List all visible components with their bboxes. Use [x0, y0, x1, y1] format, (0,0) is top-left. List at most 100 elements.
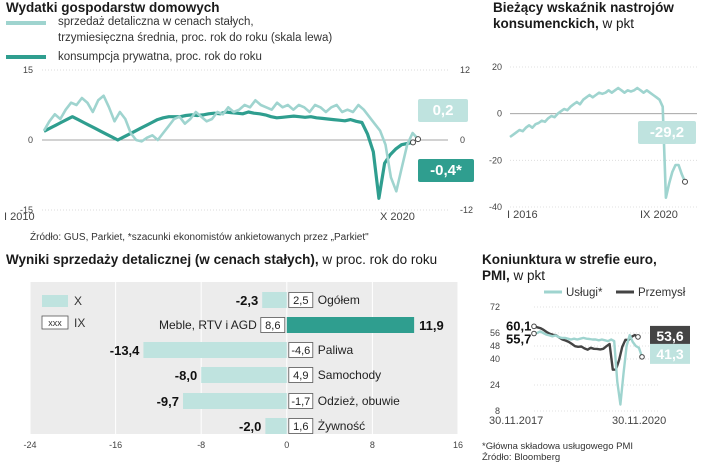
- panel4-title-line2: PMI, w pkt: [482, 268, 545, 284]
- p3-x-value: 11,9: [419, 318, 444, 333]
- p4-services-callout: [650, 343, 690, 364]
- p3-x-value: -8,0: [175, 368, 197, 383]
- p3-legend-x-swatch: [42, 295, 68, 307]
- panel3-title-normal: w proc. rok do roku: [318, 252, 438, 267]
- p4-y-tick: 56: [490, 328, 500, 338]
- legend-light-swatch: [6, 21, 46, 25]
- p4-services-start-label: 55,7: [506, 331, 531, 346]
- p4-industry-start-marker: [531, 323, 537, 330]
- p3-ix-value: 8,6: [265, 320, 280, 332]
- p4-footnote: *Główna składowa usługowego PMI: [482, 441, 634, 452]
- p4-industry-end-marker: [635, 334, 641, 340]
- p3-category: Ogółem: [318, 293, 360, 307]
- p4-x-start: 30.11.2017: [489, 415, 544, 427]
- p3-x-tick: 8: [370, 440, 375, 450]
- p2-y-tick: -20: [489, 155, 502, 165]
- p3-x-tick: 0: [284, 440, 289, 450]
- p3-bar: [143, 342, 287, 358]
- panel3-title-bold: Wyniki sprzedaży detalicznej (w cenach s…: [6, 252, 319, 267]
- panel2-title-line1: Bieżący wskaźnik nastrojów: [493, 0, 674, 15]
- p4-legend-industry: Przemysł: [638, 287, 686, 299]
- p1-left-tick: 15: [23, 65, 33, 75]
- p1-left-tick: -15: [20, 205, 33, 215]
- p4-industry-start-label: 60,1: [506, 318, 531, 333]
- p3-legend-ix-label: IX: [74, 316, 85, 330]
- p1-retail-end-marker: [415, 136, 421, 143]
- p3-x-value: -9,7: [157, 394, 179, 409]
- p3-x-tick: -16: [109, 440, 122, 450]
- p4-source: Źródło: Bloomberg: [482, 452, 561, 463]
- p3-bar: [286, 317, 415, 333]
- panel2-title-normal: w pkt: [598, 16, 635, 31]
- p3-category: Paliwa: [318, 343, 354, 357]
- panel4-title-line1: Koniunktura w strefie euro,: [482, 252, 657, 267]
- p2-x-start: I 2016: [507, 209, 538, 221]
- p3-legend-ix-box-label: xxx: [48, 318, 62, 328]
- panel1-title: Wydatki gospodarstw domowych: [6, 0, 220, 15]
- p3-ix-value: 1,6: [293, 421, 308, 433]
- p3-bar: [201, 367, 287, 383]
- p3-x-value: -2,3: [236, 293, 258, 308]
- p2-tick-labels: 20 0 -20 -40: [489, 62, 502, 212]
- p3-labels: 2,5 -2,3 Ogółem 8,6 11,9 Meble, RTV i AGD -4,6…: [110, 293, 444, 434]
- p4-y-tick: 40: [490, 354, 500, 364]
- legend-dark-label: konsumpcja prywatna, proc. rok do roku: [58, 51, 262, 63]
- p1-consumption-line: [43, 110, 414, 200]
- legend-light-line2: trzymiesięczna średnia, proc. rok do rok…: [58, 32, 333, 44]
- p3-ix-box: [288, 393, 314, 409]
- p2-gridlines: [510, 66, 697, 208]
- panel3-title: Wyniki sprzedaży detalicznej (w cenach s…: [6, 252, 437, 268]
- p4-lines: [531, 323, 645, 406]
- consumer-confidence-chart: 20 0 -20 -40: [489, 62, 697, 212]
- p4-services-end-label: 41,3: [656, 346, 683, 362]
- p4-y-tick: 48: [490, 341, 500, 351]
- p2-y-tick: 0: [497, 109, 502, 119]
- callout-consumption-value: -0,4*: [418, 159, 474, 182]
- pmi-chart: 72 56 48 40 24 8 60,155,7 53,6 41,3 Usługi* Prze…: [490, 287, 690, 416]
- p3-category: Meble, RTV i AGD: [159, 318, 257, 332]
- p1-gridlines: [42, 69, 448, 211]
- p3-x-tick: 16: [453, 440, 463, 450]
- p2-x-end: IX 2020: [640, 209, 678, 221]
- p2-y-tick: 20: [492, 62, 502, 72]
- p3-ix-value: -4,6: [291, 345, 310, 357]
- p4-gridlines: [534, 306, 660, 412]
- panel4-title-normal: w pkt: [509, 268, 546, 283]
- p4-y-tick: 24: [490, 380, 500, 390]
- p4-industry-callout: [650, 325, 690, 346]
- p4-y-tick: 72: [490, 302, 500, 312]
- p3-category: Samochody: [318, 368, 381, 382]
- p3-category: Żywność: [318, 419, 365, 433]
- p3-x-tick: -8: [197, 440, 205, 450]
- p4-industry-line: [533, 325, 639, 371]
- retail-consumption-chart: 15 12 0 0 -15 -12: [20, 65, 473, 215]
- p3-ix-box: [260, 317, 286, 333]
- p3-category: Odzież, obuwie: [318, 394, 400, 408]
- p3-ix-box: [288, 292, 314, 308]
- p3-tick-labels: -24 -16 -8 0 8 16: [23, 440, 463, 450]
- p4-y-tick: 8: [495, 406, 500, 416]
- p3-legend-ix-box: [41, 315, 69, 330]
- p3-bar: [183, 393, 287, 409]
- p3-ix-box: [288, 367, 314, 383]
- p1-right-tick: 0: [460, 135, 465, 145]
- legend-dark-swatch: [6, 55, 46, 59]
- p3-x-value: -2,0: [239, 419, 261, 434]
- p2-confidence-line: [509, 86, 687, 199]
- callout-confidence-value: -29,2: [638, 121, 696, 144]
- p3-ix-box: [288, 418, 314, 434]
- p3-ix-value: -1,7: [291, 396, 310, 408]
- p1-right-tick: -12: [460, 205, 473, 215]
- panel2-title-bold: konsumenckich,: [493, 16, 599, 31]
- p3-ix-value: 2,5: [293, 295, 308, 307]
- p3-x-tick: -24: [23, 440, 36, 450]
- p3-ix-value: 4,9: [293, 370, 308, 382]
- p3-x-value: -13,4: [110, 343, 140, 358]
- p3-bars: [143, 292, 415, 434]
- p4-services-line: [533, 330, 644, 406]
- legend-light-line1: sprzedaż detaliczna w cenach stałych,: [58, 16, 254, 28]
- p1-x-start: I 2010: [4, 211, 35, 223]
- p1-x-end: X 2020: [380, 211, 415, 223]
- p4-tick-labels: 72 56 48 40 24 8 60,155,7 53,6 41,3: [490, 302, 690, 416]
- p4-industry-end-label: 53,6: [656, 328, 683, 344]
